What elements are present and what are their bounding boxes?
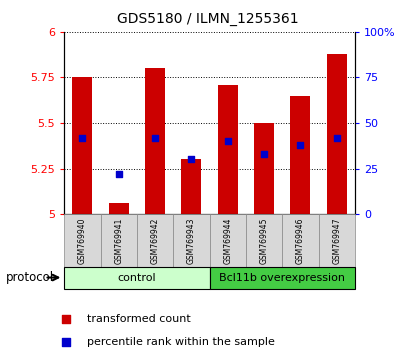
Text: GSM769943: GSM769943: [187, 217, 196, 264]
Bar: [319, 214, 355, 267]
Bar: [100, 214, 137, 267]
Bar: [173, 214, 210, 267]
Bar: [246, 214, 282, 267]
Text: percentile rank within the sample: percentile rank within the sample: [87, 337, 275, 347]
Text: Bcl11b overexpression: Bcl11b overexpression: [219, 273, 345, 282]
Point: [115, 171, 122, 177]
Text: protocol: protocol: [6, 271, 54, 284]
Point: [152, 135, 159, 141]
Point: [297, 142, 304, 148]
Text: transformed count: transformed count: [87, 314, 191, 325]
Point: [333, 135, 340, 141]
Point: [188, 156, 195, 162]
Point: [225, 138, 231, 144]
Bar: [210, 214, 246, 267]
Bar: [210, 267, 355, 289]
Bar: [64, 214, 101, 267]
Text: control: control: [117, 273, 156, 282]
Text: GSM769941: GSM769941: [114, 217, 123, 264]
Point: [261, 151, 267, 157]
Bar: [64, 267, 210, 289]
Bar: [181, 159, 201, 214]
Text: GSM769942: GSM769942: [151, 217, 160, 264]
Point: [79, 135, 86, 141]
Text: GSM769940: GSM769940: [78, 217, 87, 264]
Bar: [109, 203, 129, 214]
Bar: [137, 214, 173, 267]
Text: GSM769945: GSM769945: [259, 217, 269, 264]
Bar: [218, 85, 238, 214]
Bar: [254, 123, 274, 214]
Bar: [145, 68, 165, 214]
Text: GSM769944: GSM769944: [223, 217, 232, 264]
Bar: [290, 96, 310, 214]
Bar: [73, 78, 93, 214]
Text: GSM769947: GSM769947: [332, 217, 341, 264]
Text: GSM769946: GSM769946: [296, 217, 305, 264]
Text: GDS5180 / ILMN_1255361: GDS5180 / ILMN_1255361: [117, 12, 298, 27]
Bar: [282, 214, 319, 267]
Bar: [327, 54, 347, 214]
